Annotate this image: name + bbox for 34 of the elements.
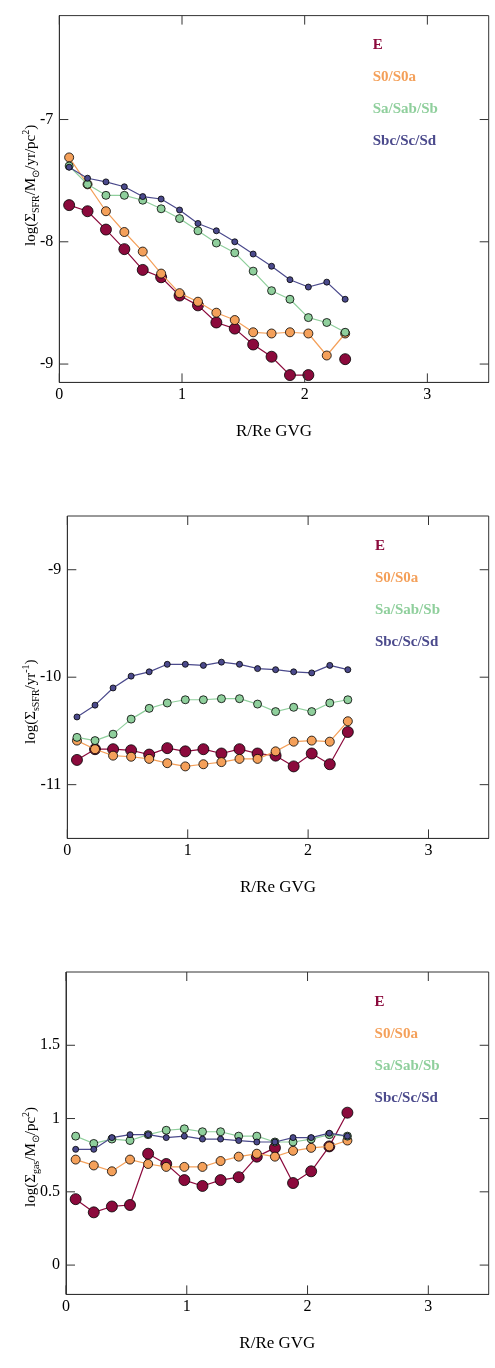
y-tick-label: 0 xyxy=(52,1255,60,1273)
x-tick-label: 1 xyxy=(183,841,192,859)
x-tick-label: 2 xyxy=(300,385,309,403)
text: S0/S0a xyxy=(374,568,419,585)
text: Sa/Sab/Sb xyxy=(374,600,440,617)
y-tick-label: -9 xyxy=(40,354,54,372)
text: E xyxy=(374,536,385,553)
x-axis-title: R/Re GVG xyxy=(239,1333,316,1353)
text: Sbc/Sc/Sd xyxy=(372,132,437,149)
x-tick-label: 1 xyxy=(178,385,187,403)
text: Sa/Sab/Sb xyxy=(374,1056,440,1073)
text: Sa/Sab/Sb xyxy=(372,100,438,117)
text: S0/S0a xyxy=(372,68,417,85)
y-tick-label: -9 xyxy=(48,559,62,577)
text: E xyxy=(374,992,385,1009)
x-tick-label: 3 xyxy=(424,1297,433,1315)
x-tick-label: 3 xyxy=(424,841,433,859)
x-tick-label: 3 xyxy=(423,385,432,403)
x-tick-label: 2 xyxy=(304,841,313,859)
text: Sbc/Sc/Sd xyxy=(374,1088,439,1105)
text: Sbc/Sc/Sd xyxy=(374,632,439,649)
y-tick-label: -11 xyxy=(40,774,62,792)
y-tick-label: 1.5 xyxy=(40,1035,60,1053)
x-axis-title: R/Re GVG xyxy=(240,877,317,897)
x-axis-title: R/Re GVG xyxy=(236,421,313,441)
x-tick-label: 1 xyxy=(182,1297,191,1315)
y-tick-label: -10 xyxy=(40,667,62,685)
y-tick-label: -8 xyxy=(40,232,54,249)
y-tick-label: -7 xyxy=(40,109,54,127)
x-tick-label: 2 xyxy=(303,1297,312,1315)
text: E xyxy=(372,36,383,53)
y-tick-label: 1 xyxy=(52,1108,60,1126)
text: S0/S0a xyxy=(374,1024,419,1041)
y-tick-label: 0.5 xyxy=(40,1182,60,1200)
